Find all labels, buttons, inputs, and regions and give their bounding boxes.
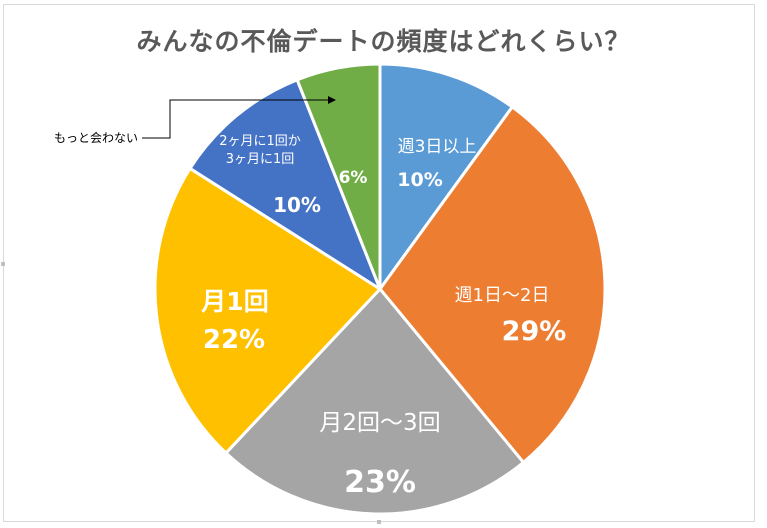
slice-name-label-3: 月2回～3回 (319, 410, 440, 436)
slice-name-label-6: もっと会わない (54, 131, 138, 145)
resize-handle-bottom[interactable] (377, 520, 381, 524)
slice-percent-label-4: 22% (203, 325, 265, 355)
slice-name-label-4: 月1回 (200, 287, 268, 316)
callout-arrowhead (328, 96, 336, 104)
pie-slice-5[interactable] (187, 77, 384, 293)
pie-slice-1[interactable] (378, 62, 515, 294)
pie-slice-6[interactable] (295, 62, 382, 290)
pie-slice-2[interactable] (378, 104, 607, 465)
slice-percent-label-2: 29% (502, 316, 567, 347)
chart-title: みんなの不倫デートの頻度はどれくらい？ (136, 27, 631, 56)
slice-percent-label-3: 23% (344, 465, 416, 500)
resize-handle-left[interactable] (1, 262, 5, 266)
pie-slice-4[interactable] (153, 166, 383, 456)
pie-slices (153, 62, 607, 516)
slice-percent-label-1: 10% (397, 169, 442, 191)
slice-percent-label-5: 10% (273, 193, 321, 217)
slice-name-label-2: 週1日～2日 (455, 285, 550, 306)
slice-name-label-5: 2ヶ月に1回か 3ヶ月に1回 (219, 134, 301, 167)
slice-percent-label-6: 6% (339, 168, 368, 188)
slice-name-label-1: 週3日以上 (398, 137, 477, 157)
pie-slice-3[interactable] (223, 286, 526, 516)
